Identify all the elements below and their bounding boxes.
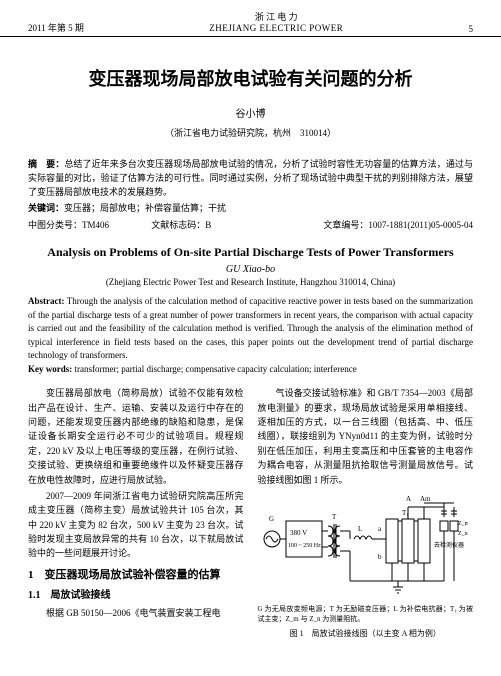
para-2: 2007—2009 年间浙江省电力试验研究院高压所完成主变压器（简称主变）局放试… [28,489,244,561]
circuit-diagram-icon: G 380 V 100 ~ 250 Hz T L a b T₁ A Am Z_m… [258,491,468,601]
author-en: GU Xiao-bo [0,264,501,275]
label-T: T [332,513,337,521]
abstract-label-cn: 摘 要： [28,159,64,169]
page-header: 2011 年第 5 期 浙 江 电 力 ZHEJIANG ELECTRIC PO… [0,0,501,37]
doc-code: B [205,220,211,230]
label-Zn: Z_n [458,531,468,537]
label-A: A [406,495,411,503]
abstract-cn: 摘 要：总结了近年来多台次变压器现场局部放电试验的情况，分析了试验时容性无功容量… [0,157,501,216]
journal-title: 浙 江 电 力 ZHEJIANG ELECTRIC POWER [209,12,343,34]
doc-code-label: 文献标志码： [151,220,205,230]
page-number: 5 [468,24,473,34]
keywords-label-cn: 关键词： [28,203,64,213]
journal-title-en: ZHEJIANG ELECTRIC POWER [209,23,343,34]
label-380v: 380 V [290,529,307,537]
column-right: 气设备交接试验标准》和 GB/T 7354—2003《局部放电测量》的要求，现场… [258,386,474,641]
section-heading-1: 1 变压器现场局放试验补偿容量的估算 [28,567,244,585]
class-no: TM406 [82,220,109,230]
abstract-label-en: Abstract: [28,296,65,306]
label-Am: Am [420,495,431,503]
label-Zm: Z_m [458,521,468,527]
column-left: 变压器局部放电（简称局放）试验不仅能有效检出产品在设计、生产、运输、安装以及运行… [28,386,244,641]
figure-1-note: G 为无局放变频电源；T 为无励磁变压器；L 为补偿电抗器；T₁ 为被试主变；Z… [258,605,474,625]
keywords-label-en: Key words: [28,364,72,374]
author-cn: 谷小博 [28,105,473,120]
para-1: 变压器局部放电（简称局放）试验不仅能有效检出产品在设计、生产、运输、安装以及运行… [28,386,244,487]
keywords-cn: 变压器；局部放电；补偿容量估算；干扰 [64,203,226,213]
article-title-en: Analysis on Problems of On-site Partial … [0,233,501,264]
abstract-text-cn: 总结了近年来多台次变压器现场局部放电试验的情况，分析了试验时容性无功容量的估算方… [28,159,473,198]
para-3: 根据 GB 50150—2006《电气装置安装工程电 [28,606,244,620]
class-no-label: 中图分类号： [28,220,82,230]
label-to-meas: 去检测仪器 [434,541,464,549]
affiliation-en: (Zhejiang Electric Power Test and Resear… [0,275,501,295]
label-T1: T₁ [402,509,409,517]
journal-title-cn: 浙 江 电 力 [209,12,343,23]
article-no-label: 文章编号： [323,220,368,230]
affiliation-cn: （浙江省电力试验研究院，杭州 310014） [28,126,473,139]
article-no: 1007-1881(2011)05-0005-04 [368,220,473,230]
subsection-heading-1-1: 1.1 局放试验接线 [28,588,244,604]
article-title-cn: 变压器现场局部放电试验有关问题的分析 [28,65,473,91]
label-b: b [378,553,382,561]
figure-1: G 380 V 100 ~ 250 Hz T L a b T₁ A Am Z_m… [258,491,474,641]
issue-label: 2011 年第 5 期 [28,21,84,34]
para-4: 气设备交接试验标准》和 GB/T 7354—2003《局部放电测量》的要求，现场… [258,386,474,487]
abstract-en: Abstract: Through the analysis of the ca… [0,295,501,376]
label-a: a [378,525,382,533]
abstract-text-en: Through the analysis of the calculation … [28,296,473,360]
classification-line: 中图分类号：TM406 文献标志码：B 文章编号：1007-1881(2011)… [0,216,501,233]
label-freq: 100 ~ 250 Hz [288,543,321,549]
figure-1-caption: 图 1 局放试验接线图（以主变 A 相为例） [258,628,474,641]
body-columns: 变压器局部放电（简称局放）试验不仅能有效检出产品在设计、生产、运输、安装以及运行… [0,376,501,641]
keywords-en: transformer; partial discharge; compensa… [72,364,356,374]
label-L: L [358,525,362,533]
label-G: G [269,515,274,523]
